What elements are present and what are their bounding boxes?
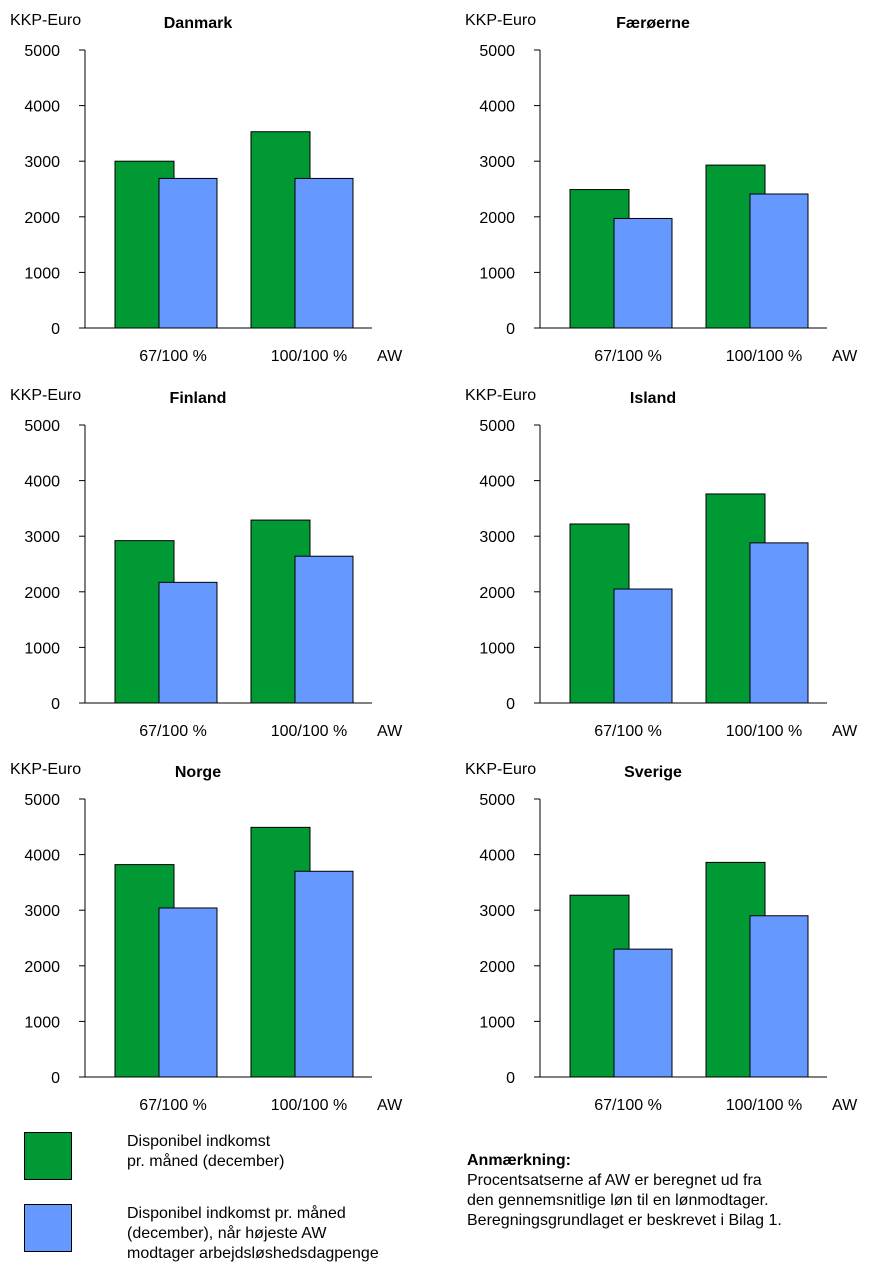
y-tick-label: 0 [51, 1070, 60, 1087]
x-tick-label: 100/100 % [726, 723, 803, 740]
bar-blue [613, 948, 673, 1078]
y-axis-label: KKP-Euro [10, 387, 81, 404]
legend-label-green: Disponibel indkomst pr. måned (december) [127, 1133, 285, 1170]
x-tick-label: 100/100 % [726, 348, 803, 365]
y-tick-label: 1000 [479, 265, 515, 282]
y-tick-label: 5000 [24, 418, 60, 435]
bar-blue [294, 555, 354, 704]
y-tick-label: 2000 [479, 959, 515, 976]
y-tick-label: 2000 [479, 585, 515, 602]
y-tick-label: 0 [51, 696, 60, 713]
y-tick-label: 0 [506, 696, 515, 713]
y-tick-label: 0 [506, 321, 515, 338]
chart-title: Sverige [624, 764, 682, 781]
bar-blue [158, 581, 218, 704]
bar-blue [749, 542, 809, 704]
x-tick-label: 67/100 % [594, 723, 662, 740]
bar-blue [749, 915, 809, 1078]
y-tick-label: 5000 [479, 792, 515, 809]
y-axis-label: KKP-Euro [465, 387, 536, 404]
y-tick-label: 4000 [24, 99, 60, 116]
y-tick-label: 0 [506, 1070, 515, 1087]
y-tick-label: 1000 [24, 265, 60, 282]
chart-finland: KKP-Euro Finland 67/100 % 100/100 % 0 1000 200… [10, 387, 403, 740]
bar-blue [294, 870, 354, 1078]
x-axis-unit: AW [377, 348, 403, 365]
y-tick-label: 4000 [479, 848, 515, 865]
chart-sverige: KKP-Euro Sverige 67/100 % 100/100 % 0 1000 200… [465, 761, 858, 1114]
y-tick-label: 4000 [479, 474, 515, 491]
x-axis-unit: AW [377, 723, 403, 740]
chart-title: Færøerne [616, 15, 690, 32]
chart-island: KKP-Euro Island 67/100 % 100/100 % 0 1000 2000… [465, 387, 858, 740]
x-tick-label: 100/100 % [271, 348, 348, 365]
y-tick-label: 2000 [24, 585, 60, 602]
chart-title: Danmark [164, 15, 233, 32]
y-tick-label: 3000 [24, 529, 60, 546]
x-tick-label: 67/100 % [139, 1097, 207, 1114]
x-axis-unit: AW [832, 348, 858, 365]
chart-færøerne: KKP-Euro Færøerne 67/100 % 100/100 % 0 1000 20… [465, 12, 858, 365]
note-line: Procentsatserne af AW er beregnet ud fra [467, 1172, 762, 1189]
y-tick-label: 5000 [24, 43, 60, 60]
chart-norge: KKP-Euro Norge 67/100 % 100/100 % 0 1000 2000 3… [10, 761, 403, 1114]
x-tick-label: 67/100 % [594, 348, 662, 365]
y-tick-label: 1000 [479, 640, 515, 657]
y-tick-label: 5000 [479, 418, 515, 435]
annotation-note: Anmærkning: Procentsatserne af AW er ber… [467, 1151, 867, 1231]
bar-blue [158, 177, 218, 329]
chart-danmark: KKP-Euro Danmark 67/100 % 100/100 % 0 1000 200… [10, 12, 403, 365]
y-tick-label: 3000 [479, 154, 515, 171]
chart-title: Island [630, 390, 676, 407]
legend-label-blue: Disponibel indkomst pr. måned (december)… [127, 1205, 379, 1262]
legend-swatch-green [24, 1132, 72, 1180]
y-tick-label: 1000 [24, 640, 60, 657]
y-tick-label: 4000 [24, 474, 60, 491]
y-tick-label: 3000 [24, 154, 60, 171]
y-tick-label: 4000 [24, 848, 60, 865]
y-tick-label: 3000 [479, 903, 515, 920]
legend-swatch-blue [24, 1204, 72, 1252]
y-tick-label: 1000 [479, 1014, 515, 1031]
y-tick-label: 4000 [479, 99, 515, 116]
y-tick-label: 1000 [24, 1014, 60, 1031]
bar-blue [613, 588, 673, 704]
note-line: Beregningsgrundlaget er beskrevet i Bila… [467, 1212, 782, 1229]
y-tick-label: 3000 [24, 903, 60, 920]
bar-blue [613, 217, 673, 329]
bar-blue [749, 193, 809, 329]
y-tick-label: 2000 [24, 959, 60, 976]
x-tick-label: 100/100 % [271, 723, 348, 740]
y-axis-label: KKP-Euro [465, 12, 536, 29]
y-tick-label: 2000 [479, 210, 515, 227]
x-axis-unit: AW [832, 723, 858, 740]
bar-blue [294, 177, 354, 329]
y-axis-label: KKP-Euro [465, 761, 536, 778]
legend-item-green: Disponibel indkomst pr. måned (december) [24, 1132, 284, 1180]
x-axis-unit: AW [832, 1097, 858, 1114]
x-tick-label: 67/100 % [594, 1097, 662, 1114]
x-tick-label: 67/100 % [139, 348, 207, 365]
legend-item-blue: Disponibel indkomst pr. måned (december)… [24, 1204, 379, 1264]
note-line: den gennemsnitlige løn til en lønmodtage… [467, 1192, 769, 1209]
chart-title: Norge [175, 764, 221, 781]
x-tick-label: 100/100 % [271, 1097, 348, 1114]
y-tick-label: 5000 [479, 43, 515, 60]
note-title: Anmærkning: [467, 1152, 571, 1169]
y-axis-label: KKP-Euro [10, 12, 81, 29]
y-tick-label: 2000 [24, 210, 60, 227]
y-tick-label: 5000 [24, 792, 60, 809]
x-tick-label: 100/100 % [726, 1097, 803, 1114]
chart-title: Finland [170, 390, 227, 407]
x-tick-label: 67/100 % [139, 723, 207, 740]
bar-blue [158, 907, 218, 1078]
y-tick-label: 3000 [479, 529, 515, 546]
x-axis-unit: AW [377, 1097, 403, 1114]
y-axis-label: KKP-Euro [10, 761, 81, 778]
y-tick-label: 0 [51, 321, 60, 338]
